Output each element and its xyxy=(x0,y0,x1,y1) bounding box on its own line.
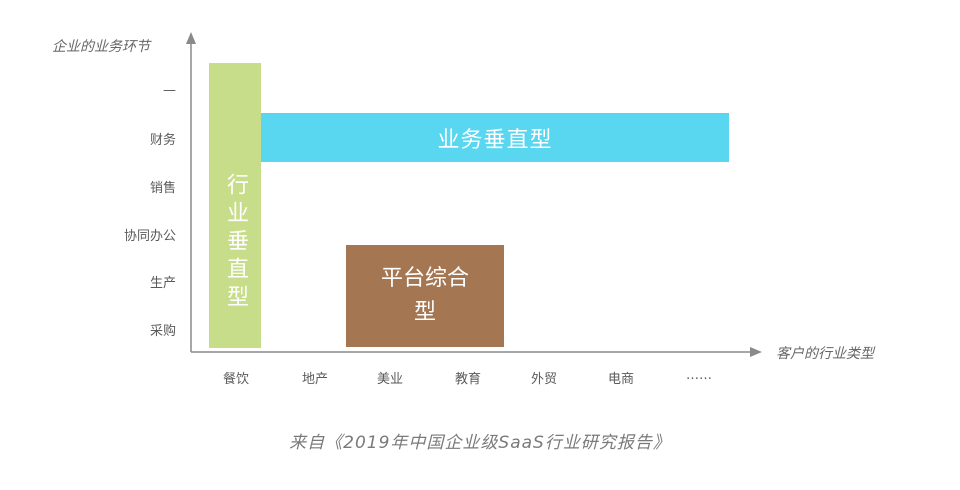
business-vertical-label: 业务垂直型 xyxy=(437,127,553,153)
y-label-ellipsis: — xyxy=(163,83,176,98)
x-label-beauty: 美业 xyxy=(376,372,403,387)
x-axis-arrow xyxy=(750,347,762,357)
source-caption: 来自《2019年中国企业级SaaS行业研究报告》 xyxy=(289,433,671,453)
x-label-catering: 餐饮 xyxy=(222,372,249,387)
x-label-real-estate: 地产 xyxy=(301,372,328,387)
platform-integrated-label: 平台综合型 xyxy=(380,266,469,325)
y-label-collaboration: 协同办公 xyxy=(123,229,176,244)
industry-vertical-label: 行业垂直型 xyxy=(223,173,248,313)
y-label-production: 生产 xyxy=(149,276,176,291)
y-label-sales: 销售 xyxy=(149,181,176,196)
x-axis-title: 客户的行业类型 xyxy=(776,346,874,362)
x-label-ecommerce: 电商 xyxy=(607,372,634,387)
y-axis-arrow xyxy=(186,32,196,44)
platform-integrated-block: 平台综合型 xyxy=(346,245,504,347)
x-label-education: 教育 xyxy=(454,372,481,387)
y-axis-title: 企业的业务环节 xyxy=(52,39,150,55)
industry-vertical-block: 行业垂直型 xyxy=(209,63,261,348)
x-label-more: …… xyxy=(686,368,712,383)
y-label-procurement: 采购 xyxy=(149,324,176,339)
y-label-finance: 财务 xyxy=(149,133,176,148)
x-label-foreign-trade: 外贸 xyxy=(530,372,557,387)
business-vertical-block: 业务垂直型 xyxy=(261,113,729,162)
